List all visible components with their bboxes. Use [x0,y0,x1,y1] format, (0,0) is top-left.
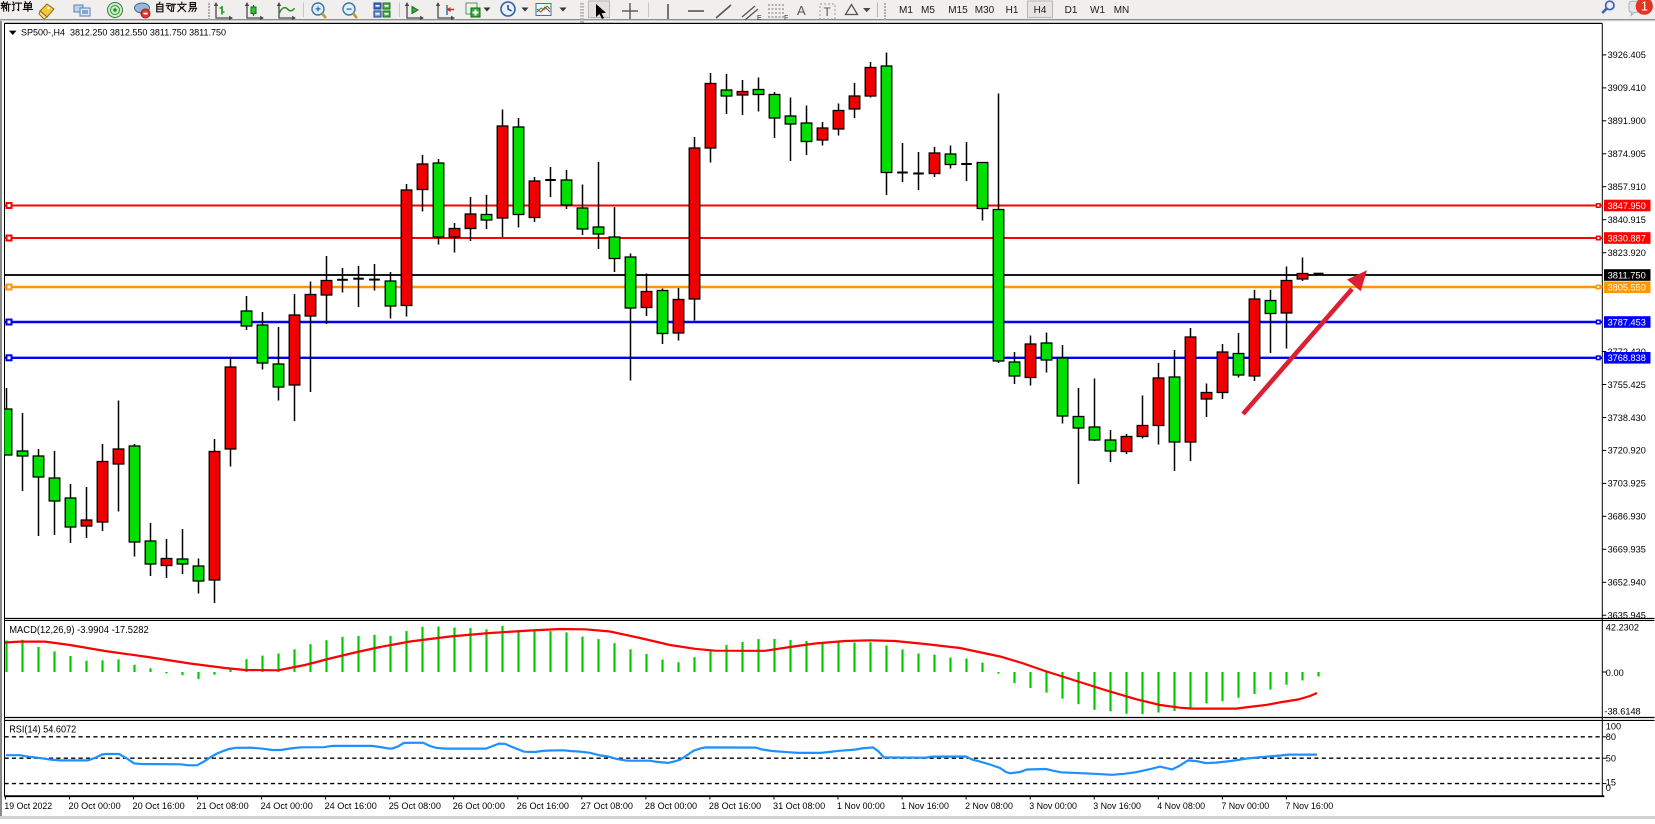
svg-text:3840.915: 3840.915 [1608,215,1646,225]
svg-text:3909.410: 3909.410 [1608,83,1646,93]
svg-text:M5: M5 [921,5,935,16]
svg-text:24 Oct 16:00: 24 Oct 16:00 [325,801,377,812]
svg-text:31 Oct 08:00: 31 Oct 08:00 [773,801,825,812]
svg-text:3635.945: 3635.945 [1608,611,1646,621]
svg-text:SP500-,H4 3812.250 3812.550 3: SP500-,H4 3812.250 3812.550 3811.750 381… [21,27,226,37]
svg-text:26 Oct 16:00: 26 Oct 16:00 [517,801,569,812]
svg-text:3652.940: 3652.940 [1608,578,1646,588]
svg-text:3 Nov 16:00: 3 Nov 16:00 [1093,801,1141,812]
svg-text:3720.920: 3720.920 [1608,446,1646,456]
svg-text:+: + [315,5,321,16]
svg-text:3857.910: 3857.910 [1608,182,1646,192]
svg-text:A: A [797,3,806,18]
svg-text:3755.425: 3755.425 [1608,380,1646,390]
svg-text:MACD(12,26,9) -3.9904 -17.5282: MACD(12,26,9) -3.9904 -17.5282 [9,625,149,636]
svg-text:M15: M15 [948,5,968,16]
svg-text:-38.6148: -38.6148 [1604,707,1640,717]
svg-text:4 Nov 08:00: 4 Nov 08:00 [1157,801,1205,812]
svg-text:M30: M30 [975,5,995,16]
svg-text:0: 0 [1606,783,1611,793]
svg-text:3830.887: 3830.887 [1608,233,1646,243]
svg-text:E: E [757,15,762,22]
svg-text:19 Oct 2022: 19 Oct 2022 [4,801,52,812]
svg-text:3926.405: 3926.405 [1608,50,1646,60]
svg-text:H4: H4 [1034,5,1047,16]
svg-text:MN: MN [1114,5,1130,16]
svg-text:3669.935: 3669.935 [1608,545,1646,555]
svg-text:80: 80 [1606,732,1616,742]
svg-text:T: T [824,5,832,19]
svg-text:7 Nov 16:00: 7 Nov 16:00 [1285,801,1333,812]
svg-text:25 Oct 08:00: 25 Oct 08:00 [389,801,441,812]
svg-text:1 Nov 16:00: 1 Nov 16:00 [901,801,949,812]
svg-text:3768.838: 3768.838 [1608,353,1646,363]
svg-text:26 Oct 00:00: 26 Oct 00:00 [453,801,505,812]
svg-text:3823.920: 3823.920 [1608,248,1646,258]
svg-text:3891.900: 3891.900 [1608,116,1646,126]
svg-text:3738.430: 3738.430 [1608,413,1646,423]
svg-text:3805.550: 3805.550 [1608,283,1646,293]
svg-text:50: 50 [1606,753,1616,763]
svg-text:2 Nov 08:00: 2 Nov 08:00 [965,801,1013,812]
svg-text:M1: M1 [899,5,913,16]
svg-text:D1: D1 [1065,5,1078,16]
svg-text:28 Oct 00:00: 28 Oct 00:00 [645,801,697,812]
svg-text:3787.453: 3787.453 [1608,317,1646,327]
svg-text:3874.905: 3874.905 [1608,149,1646,159]
svg-text:1 Nov 00:00: 1 Nov 00:00 [837,801,885,812]
svg-text:20 Oct 16:00: 20 Oct 16:00 [133,801,185,812]
svg-text:42.2302: 42.2302 [1606,623,1639,633]
svg-text:3 Nov 00:00: 3 Nov 00:00 [1029,801,1077,812]
svg-text:24 Oct 00:00: 24 Oct 00:00 [261,801,313,812]
svg-text:H1: H1 [1006,5,1019,16]
svg-text:W1: W1 [1090,5,1105,16]
svg-text:F: F [784,15,788,22]
svg-text:100: 100 [1606,722,1621,732]
svg-text:3847.950: 3847.950 [1608,201,1646,211]
svg-text:3703.925: 3703.925 [1608,479,1646,489]
svg-text:−: − [346,5,352,16]
svg-text:20 Oct 00:00: 20 Oct 00:00 [69,801,121,812]
svg-text:21 Oct 08:00: 21 Oct 08:00 [197,801,249,812]
svg-text:3686.930: 3686.930 [1608,512,1646,522]
svg-text:27 Oct 08:00: 27 Oct 08:00 [581,801,633,812]
svg-text:1: 1 [1641,0,1648,14]
svg-text:RSI(14) 54.6072: RSI(14) 54.6072 [9,724,76,735]
svg-text:7 Nov 00:00: 7 Nov 00:00 [1221,801,1269,812]
svg-text:28 Oct 16:00: 28 Oct 16:00 [709,801,761,812]
svg-text:0.00: 0.00 [1606,668,1624,678]
svg-text:3811.750: 3811.750 [1608,270,1646,280]
